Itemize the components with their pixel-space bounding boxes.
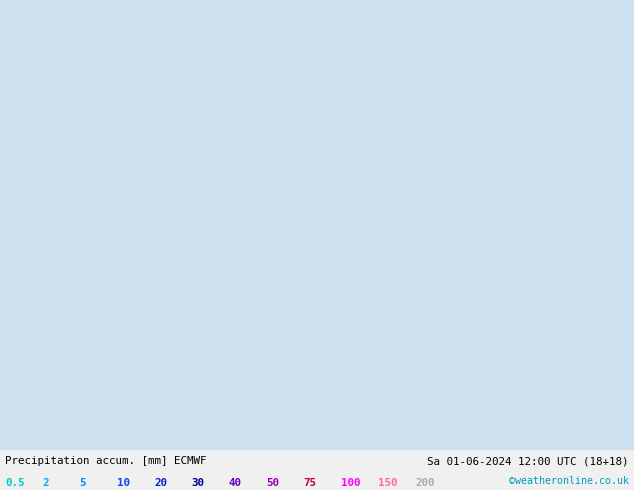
Text: 200: 200 (415, 478, 435, 488)
Text: 40: 40 (229, 478, 242, 488)
Text: ©weatheronline.co.uk: ©weatheronline.co.uk (509, 476, 629, 486)
Text: 50: 50 (266, 478, 279, 488)
Text: 30: 30 (191, 478, 205, 488)
Text: 5: 5 (80, 478, 86, 488)
Text: 10: 10 (117, 478, 130, 488)
Text: 2: 2 (42, 478, 49, 488)
Text: Precipitation accum. [mm] ECMWF: Precipitation accum. [mm] ECMWF (5, 456, 207, 466)
Text: 150: 150 (378, 478, 398, 488)
Text: 20: 20 (154, 478, 167, 488)
Text: Sa 01-06-2024 12:00 UTC (18+18): Sa 01-06-2024 12:00 UTC (18+18) (427, 456, 629, 466)
Text: 75: 75 (304, 478, 316, 488)
Text: 0.5: 0.5 (5, 478, 25, 488)
Text: 100: 100 (340, 478, 360, 488)
